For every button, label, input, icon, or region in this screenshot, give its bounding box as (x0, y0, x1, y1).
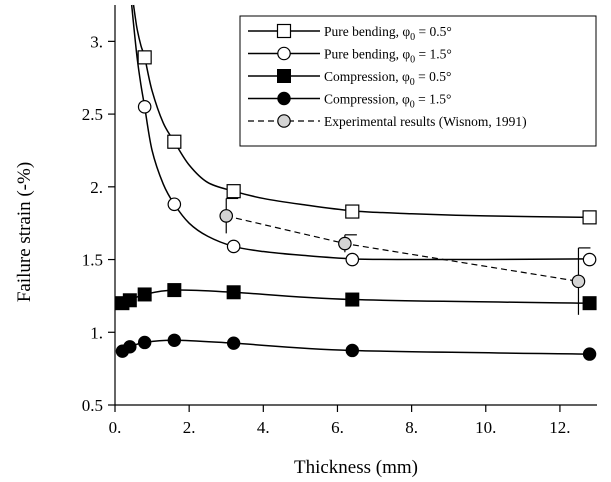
series-line (132, 4, 590, 219)
data-point (226, 336, 241, 350)
data-point (137, 100, 152, 114)
legend-label: Compression, φ0 = 0.5° (324, 69, 451, 88)
series-line (130, 4, 590, 261)
data-point (345, 292, 360, 307)
y-tick-label: 1.5 (82, 251, 103, 270)
legend-label: Pure bending, φ0 = 1.5° (324, 47, 452, 66)
data-point (571, 274, 586, 289)
legend: Pure bending, φ0 = 0.5° Pure bending, φ0 … (239, 15, 597, 147)
legend-item: Experimental results (Wisnom, 1991) (248, 114, 527, 129)
data-point (226, 184, 241, 199)
x-tick-label: 8. (405, 418, 418, 437)
data-point (345, 252, 360, 267)
legend-marker (277, 91, 291, 106)
data-point (345, 343, 359, 358)
x-tick-label: 12. (549, 418, 570, 437)
series-line (226, 215, 579, 282)
x-tick-label: 0. (109, 418, 122, 437)
data-point (167, 283, 182, 298)
data-point (137, 50, 152, 65)
data-point (582, 252, 597, 267)
legend-marker (277, 46, 291, 61)
series-3 (115, 283, 597, 311)
y-tick-label: 3. (90, 32, 103, 51)
x-tick-label: 6. (331, 418, 344, 437)
data-point (219, 209, 234, 223)
data-point (122, 293, 137, 308)
data-point (226, 239, 241, 254)
x-tick-label: 2. (183, 418, 196, 437)
legend-box (239, 15, 597, 147)
legend-marker (277, 69, 291, 83)
legend-label: Pure bending, φ0 = 0.5° (324, 24, 452, 43)
legend-marker (277, 114, 291, 128)
y-tick-label: 1. (90, 323, 103, 342)
x-tick-label: 10. (475, 418, 496, 437)
plot-area (115, 4, 597, 361)
legend-item: Compression, φ0 = 0.5° (248, 69, 451, 88)
x-tick-label: 4. (257, 418, 270, 437)
legend-label: Compression, φ0 = 1.5° (324, 92, 451, 111)
y-tick-label: 0.5 (82, 396, 103, 415)
data-point (137, 335, 152, 350)
series-5 (219, 197, 591, 315)
series-2 (130, 4, 597, 267)
data-point (338, 236, 352, 251)
legend-item: Pure bending, φ0 = 1.5° (248, 47, 452, 66)
data-point (226, 285, 241, 300)
data-point (137, 287, 152, 302)
data-point (167, 134, 182, 149)
data-point (123, 340, 137, 354)
data-point (167, 333, 182, 347)
series-1 (132, 4, 597, 225)
data-point (167, 197, 182, 212)
legend-label: Experimental results (Wisnom, 1991) (324, 114, 527, 129)
y-tick-label: 2.5 (82, 105, 103, 124)
y-tick-label: 2. (90, 178, 103, 197)
legend-item: Pure bending, φ0 = 0.5° (248, 23, 452, 43)
data-point (582, 296, 597, 311)
axes: 0. 2. 4. 6. 8. 10. 12. 0.5 1. 1.5 2. 2.5 3. (82, 5, 597, 437)
legend-marker (276, 23, 292, 39)
data-point (582, 210, 597, 225)
y-axis-title: Failure strain (-%) (14, 162, 35, 302)
x-axis-title: Thickness (mm) (294, 457, 418, 478)
series-4 (115, 333, 597, 361)
legend-item: Compression, φ0 = 1.5° (248, 92, 451, 111)
data-point (345, 204, 360, 219)
data-point (582, 347, 597, 361)
